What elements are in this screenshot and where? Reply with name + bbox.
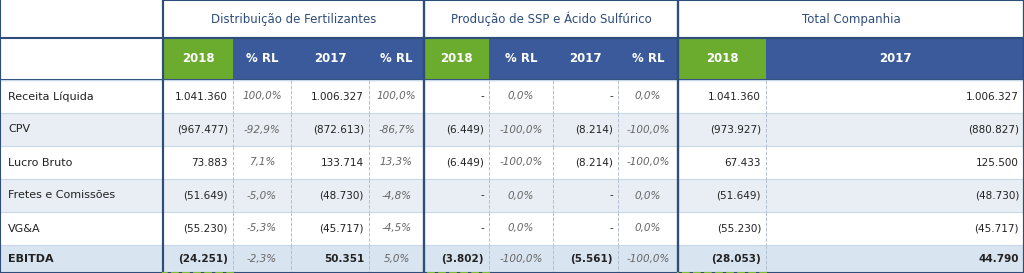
Text: (3.802): (3.802): [441, 254, 484, 264]
Text: (6.449): (6.449): [446, 124, 484, 135]
Text: (55.230): (55.230): [183, 224, 228, 233]
Text: 0,0%: 0,0%: [635, 224, 662, 233]
Text: -: -: [480, 91, 484, 102]
Text: 0,0%: 0,0%: [508, 91, 535, 102]
Text: EBITDA: EBITDA: [8, 254, 53, 264]
Text: -: -: [609, 191, 613, 200]
Bar: [0, 0, 1024, 38]
Text: 2017: 2017: [569, 52, 602, 66]
Text: -86,7%: -86,7%: [378, 124, 415, 135]
Text: -100,0%: -100,0%: [500, 254, 543, 264]
Text: 13,3%: 13,3%: [380, 158, 413, 168]
Text: -100,0%: -100,0%: [500, 124, 543, 135]
Text: (6.449): (6.449): [446, 158, 484, 168]
Text: % RL: % RL: [632, 52, 665, 66]
Text: 133.714: 133.714: [321, 158, 364, 168]
Text: 73.883: 73.883: [191, 158, 228, 168]
Bar: [369, 38, 424, 80]
Bar: [0, 80, 1024, 113]
Text: (5.561): (5.561): [570, 254, 613, 264]
Bar: [553, 38, 618, 80]
Bar: [0, 179, 1024, 212]
Text: 0,0%: 0,0%: [508, 224, 535, 233]
Text: (48.730): (48.730): [319, 191, 364, 200]
Text: -4,5%: -4,5%: [381, 224, 412, 233]
Text: 2017: 2017: [313, 52, 346, 66]
Bar: [0, 212, 1024, 245]
Text: 100,0%: 100,0%: [377, 91, 417, 102]
Text: (51.649): (51.649): [183, 191, 228, 200]
Text: (872.613): (872.613): [313, 124, 364, 135]
Text: % RL: % RL: [505, 52, 538, 66]
Text: 2018: 2018: [440, 52, 473, 66]
Text: 1.006.327: 1.006.327: [966, 91, 1019, 102]
Text: 0,0%: 0,0%: [635, 91, 662, 102]
Text: (28.053): (28.053): [712, 254, 761, 264]
Bar: [163, 38, 233, 80]
Text: -: -: [609, 224, 613, 233]
Text: 50.351: 50.351: [324, 254, 364, 264]
Text: 0,0%: 0,0%: [508, 191, 535, 200]
Text: CPV: CPV: [8, 124, 30, 135]
Text: Receita Líquida: Receita Líquida: [8, 91, 94, 102]
Text: -5,3%: -5,3%: [247, 224, 278, 233]
Text: 1.041.360: 1.041.360: [709, 91, 761, 102]
Text: -2,3%: -2,3%: [247, 254, 278, 264]
Bar: [233, 38, 291, 80]
Bar: [678, 38, 766, 80]
Text: Lucro Bruto: Lucro Bruto: [8, 158, 73, 168]
Text: (48.730): (48.730): [975, 191, 1019, 200]
Text: VG&A: VG&A: [8, 224, 41, 233]
Text: -5,0%: -5,0%: [247, 191, 278, 200]
Text: -100,0%: -100,0%: [627, 158, 670, 168]
Text: Produção de SSP e Ácido Sulfúrico: Produção de SSP e Ácido Sulfúrico: [451, 12, 651, 26]
Text: 67.433: 67.433: [725, 158, 761, 168]
Text: (24.251): (24.251): [178, 254, 228, 264]
Text: 2018: 2018: [181, 52, 214, 66]
Text: -100,0%: -100,0%: [627, 254, 670, 264]
Text: -4,8%: -4,8%: [381, 191, 412, 200]
Bar: [0, 245, 1024, 273]
Text: % RL: % RL: [380, 52, 413, 66]
Text: 1.041.360: 1.041.360: [175, 91, 228, 102]
Bar: [0, 113, 1024, 146]
Text: (51.649): (51.649): [717, 191, 761, 200]
Text: (45.717): (45.717): [319, 224, 364, 233]
Text: 2017: 2017: [879, 52, 911, 66]
Text: -: -: [609, 91, 613, 102]
Text: (55.230): (55.230): [717, 224, 761, 233]
Text: 0,0%: 0,0%: [635, 191, 662, 200]
Bar: [618, 38, 678, 80]
Text: (8.214): (8.214): [575, 158, 613, 168]
Text: 2018: 2018: [706, 52, 738, 66]
Bar: [489, 38, 553, 80]
Bar: [766, 38, 1024, 80]
Text: (973.927): (973.927): [710, 124, 761, 135]
Text: Fretes e Comissões: Fretes e Comissões: [8, 191, 115, 200]
Text: Distribuição de Fertilizantes: Distribuição de Fertilizantes: [211, 13, 376, 25]
Bar: [424, 38, 489, 80]
Text: -100,0%: -100,0%: [627, 124, 670, 135]
Text: (967.477): (967.477): [177, 124, 228, 135]
Text: 5,0%: 5,0%: [383, 254, 410, 264]
Text: 7,1%: 7,1%: [249, 158, 275, 168]
Text: % RL: % RL: [246, 52, 279, 66]
Text: 125.500: 125.500: [976, 158, 1019, 168]
Text: -: -: [480, 191, 484, 200]
Bar: [291, 38, 369, 80]
Text: (8.214): (8.214): [575, 124, 613, 135]
Text: 44.790: 44.790: [979, 254, 1019, 264]
Text: -92,9%: -92,9%: [244, 124, 281, 135]
Text: Total Companhia: Total Companhia: [802, 13, 900, 25]
Text: -100,0%: -100,0%: [500, 158, 543, 168]
Text: 1.006.327: 1.006.327: [311, 91, 364, 102]
Text: (880.827): (880.827): [968, 124, 1019, 135]
Text: 100,0%: 100,0%: [243, 91, 282, 102]
Bar: [0, 146, 1024, 179]
Text: -: -: [480, 224, 484, 233]
Text: (45.717): (45.717): [975, 224, 1019, 233]
